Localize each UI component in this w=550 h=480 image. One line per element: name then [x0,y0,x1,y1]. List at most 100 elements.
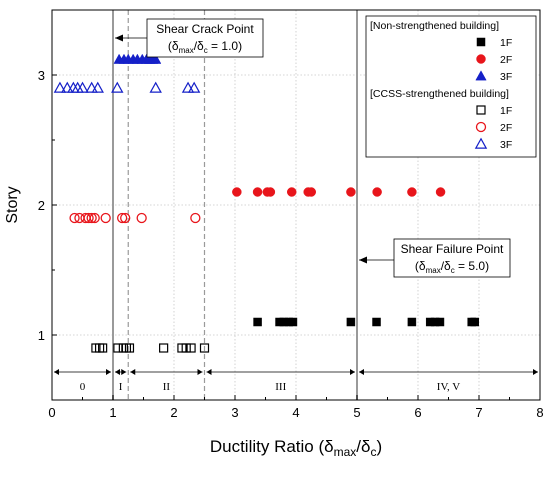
series-5 [53,81,201,93]
legend-swatch-filled-circle [476,54,486,64]
x-tick-label: 5 [353,405,360,420]
legend-swatch-open-triangle [474,137,488,149]
shear-failure-point-arrowhead [359,256,367,264]
legend-swatch-open-circle [475,121,487,133]
data-point-filled-circle [286,187,297,197]
zone-label: II [163,381,171,393]
data-point-open-triangle [53,81,67,93]
zone-arrowhead-right [106,369,111,375]
data-point-filled-circle [346,187,356,197]
legend-entry-label: 3F [500,139,512,151]
data-point-open-triangle [181,81,195,93]
data-point-filled-circle [265,187,276,197]
data-point-filled-circle [306,187,316,197]
x-tick-label: 0 [48,405,55,420]
shear-failure-point-box [393,238,511,278]
axes: 0 1 2 3 4 5 6 7 8 1 2 3 Story Ductility Ratio (δmax/δ… [4,68,544,459]
series-1 [232,187,446,197]
x-axis-title: Ductility Ratio (δmax/δc) [210,437,382,459]
y-tick-label: 1 [38,328,45,343]
shear-crack-point-title: Shear Crack Point [156,22,254,36]
shear-failure-point-annotation: Shear Failure Point (δmax/δc = 5.0) [359,238,511,278]
zone-arrowhead-right [350,369,355,375]
data-point-filled-circle [372,187,382,197]
x-tick-label: 1 [109,405,116,420]
shear-failure-point-title: Shear Failure Point [401,242,504,256]
y-axis-title: Story [4,186,21,223]
data-point-open-circle [136,212,147,224]
data-point-open-circle [117,212,128,224]
zone-label: IV, V [437,381,460,393]
zone-arrowhead-right [121,369,127,375]
zone-label: III [275,381,286,393]
data-point-filled-circle [232,187,242,197]
data-point-filled-square [407,317,417,327]
zone-arrowhead-right [197,369,203,375]
reference-lines [112,10,358,400]
zone-arrowhead-left [130,369,136,375]
data-point-open-triangle [187,81,201,93]
data-point-open-triangle [111,81,124,93]
data-point-open-square [98,343,108,353]
shear-failure-point-ratio: (δmax/δc = 5.0) [415,259,489,275]
data-point-filled-square [435,317,445,327]
data-point-open-circle [89,212,100,224]
legend-swatch-filled-square [476,37,486,47]
data-point-open-square [181,343,191,353]
zone-arrowhead-right [533,369,538,375]
shear-crack-point-annotation: Shear Crack Point (δmax/δc = 1.0) [115,18,264,58]
data-point-open-triangle [61,81,74,93]
data-point-open-triangle [149,81,162,93]
zone-arrowhead-left [206,369,212,375]
data-point-filled-square [253,317,262,327]
data-point-open-triangle [85,81,98,93]
series-3 [91,343,210,353]
data-point-filled-circle [252,187,263,197]
data-point-open-square [186,343,196,353]
legend-entry-label: 3F [500,71,512,83]
x-tick-label: 8 [536,405,543,420]
legend-group-title: [CCSS-strengthened building] [370,88,509,100]
data-point-open-triangle [91,81,104,93]
data-point-filled-square [470,317,479,327]
data-point-open-square [124,343,135,353]
annotations: Shear Crack Point (δmax/δc = 1.0) Shear Fa… [115,18,511,278]
shear-crack-point-ratio: (δmax/δc = 1.0) [168,39,242,55]
legend-swatch-filled-triangle [475,70,487,81]
x-tick-label: 6 [414,405,421,420]
legend-group-title: [Non-strengthened building] [370,20,499,32]
data-point-filled-square [372,317,381,327]
data-point-filled-circle [435,187,446,197]
series-0 [253,317,479,327]
data-point-open-triangle [76,81,89,93]
zone-bands: 0 I II III IV, V [54,369,538,393]
shear-crack-point-box [146,18,264,58]
legend-box [365,15,537,158]
x-tick-label: 3 [231,405,238,420]
legend-swatch-open-square [476,105,486,115]
data-point-open-circle [190,212,201,224]
data-point-filled-square [288,317,298,327]
shear-crack-point-arrowhead [115,34,123,42]
y-tick-label: 2 [38,198,45,213]
legend-entry-label: 1F [500,105,512,117]
zone-arrowhead-left [54,369,59,375]
data-point-filled-circle [407,187,417,197]
x-tick-label: 2 [170,405,177,420]
data-point-open-circle [83,212,94,224]
zone-arrowhead-left [359,369,364,375]
data-point-open-square [199,343,210,353]
data-point-open-circle [100,212,111,224]
data-point-filled-triangle [150,53,162,64]
x-tick-label: 4 [292,405,299,420]
data-points [53,53,479,353]
data-point-open-circle [69,212,80,224]
legend-entry-label: 1F [500,37,512,49]
data-point-open-square [159,343,169,353]
x-tick-label: 7 [475,405,482,420]
legend-entry-label: 2F [500,54,512,66]
data-point-filled-square [346,317,356,327]
legend-entry-label: 2F [500,122,512,134]
data-point-open-circle [120,212,131,224]
